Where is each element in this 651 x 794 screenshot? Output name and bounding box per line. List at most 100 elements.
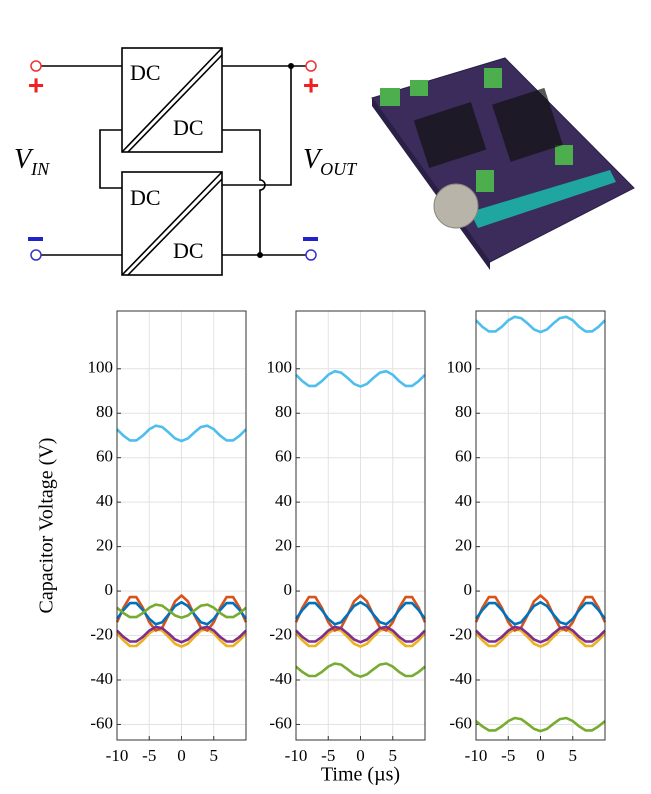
x-tick-label: 5 (210, 746, 219, 765)
y-tick-label: -60 (449, 713, 472, 732)
plot-frame (295, 310, 426, 741)
v-in-label: VIN (14, 144, 50, 179)
y-tick-label: 0 (464, 580, 473, 599)
diagonal (121, 47, 223, 153)
series-line (294, 600, 427, 626)
series-line (474, 600, 607, 626)
diagonal (121, 171, 223, 276)
y-tick-label: 80 (275, 402, 292, 421)
diagonal (127, 178, 223, 276)
y-tick-label: 40 (96, 491, 113, 510)
dc-label: DC (130, 185, 161, 210)
connector (484, 68, 502, 88)
y-tick-label: 60 (96, 447, 113, 466)
series-line (295, 662, 426, 679)
circuit: DC DC DC DC + + VIN VOUT (14, 47, 358, 276)
y-axis-label: Capacitor Voltage (V) (36, 438, 58, 614)
series-line (474, 594, 607, 632)
minus-sign (28, 237, 43, 241)
y-tick-label: 60 (455, 447, 472, 466)
series-line (115, 594, 248, 632)
plot-frame (116, 310, 247, 741)
connector (380, 88, 400, 106)
series-line (475, 716, 606, 733)
v-sub: OUT (320, 159, 358, 179)
y-tick-label: 20 (96, 536, 113, 555)
y-tick-label: 20 (275, 536, 292, 555)
plus-sign: + (28, 69, 44, 100)
y-tick-label: 0 (284, 580, 293, 599)
minus-sign (303, 237, 318, 241)
x-tick-label: -5 (142, 746, 156, 765)
y-tick-label: 60 (275, 447, 292, 466)
coin (433, 183, 479, 229)
terminal (305, 249, 317, 261)
v-out-label: VOUT (303, 144, 358, 179)
y-tick-label: 0 (105, 580, 114, 599)
y-tick-label: -40 (269, 669, 292, 688)
x-tick-label: -10 (285, 746, 308, 765)
y-tick-label: 80 (455, 402, 472, 421)
v-sub: IN (30, 159, 50, 179)
x-tick-label: 5 (569, 746, 578, 765)
terminal (305, 60, 317, 72)
dc-label: DC (130, 60, 161, 85)
connector (555, 145, 573, 165)
dc-label: DC (173, 115, 204, 140)
x-tick-label: 0 (536, 746, 545, 765)
y-tick-label: 40 (275, 491, 292, 510)
series-line (116, 424, 247, 443)
x-tick-label: -5 (501, 746, 515, 765)
series-line (295, 625, 426, 644)
components (413, 87, 563, 169)
series-line (116, 627, 247, 648)
y-tick-label: 20 (455, 536, 472, 555)
v-main: V (14, 144, 34, 175)
series-line (294, 594, 427, 632)
y-tick-label: -60 (269, 713, 292, 732)
converter-box (121, 47, 223, 153)
x-tick-label: -10 (465, 746, 488, 765)
y-tick-label: 40 (455, 491, 472, 510)
connector (476, 170, 494, 192)
x-tick-label: -10 (106, 746, 129, 765)
y-tick-label: -20 (269, 624, 292, 643)
plus-sign: + (303, 69, 319, 100)
x-tick-label: 5 (389, 746, 398, 765)
series-line (116, 603, 247, 620)
board-photo (371, 57, 635, 270)
connector (410, 80, 428, 96)
series-line (116, 625, 247, 644)
series-line (475, 627, 606, 648)
series-line (295, 369, 426, 388)
node (257, 252, 263, 258)
series-line (295, 627, 426, 648)
y-tick-label: 100 (267, 358, 293, 377)
series-line (475, 315, 606, 334)
x-tick-label: 0 (177, 746, 186, 765)
diagonal (127, 54, 223, 153)
y-tick-label: -60 (90, 713, 113, 732)
y-tick-label: 80 (96, 402, 113, 421)
y-tick-label: -40 (449, 669, 472, 688)
series-line (115, 600, 248, 626)
y-tick-label: 100 (447, 358, 473, 377)
y-tick-label: -20 (90, 624, 113, 643)
y-tick-label: 100 (88, 358, 114, 377)
node (288, 63, 294, 69)
x-axis-label: Time (µs) (321, 764, 400, 786)
x-tick-label: 0 (356, 746, 365, 765)
connector (470, 170, 616, 228)
series-line (475, 625, 606, 644)
y-tick-label: -20 (449, 624, 472, 643)
y-tick-label: -40 (90, 669, 113, 688)
wire (41, 65, 306, 256)
v-main: V (303, 144, 323, 175)
terminal (30, 60, 42, 72)
x-tick-label: -5 (321, 746, 335, 765)
converter-box (121, 171, 223, 276)
terminal (30, 249, 42, 261)
dc-label: DC (173, 238, 204, 263)
